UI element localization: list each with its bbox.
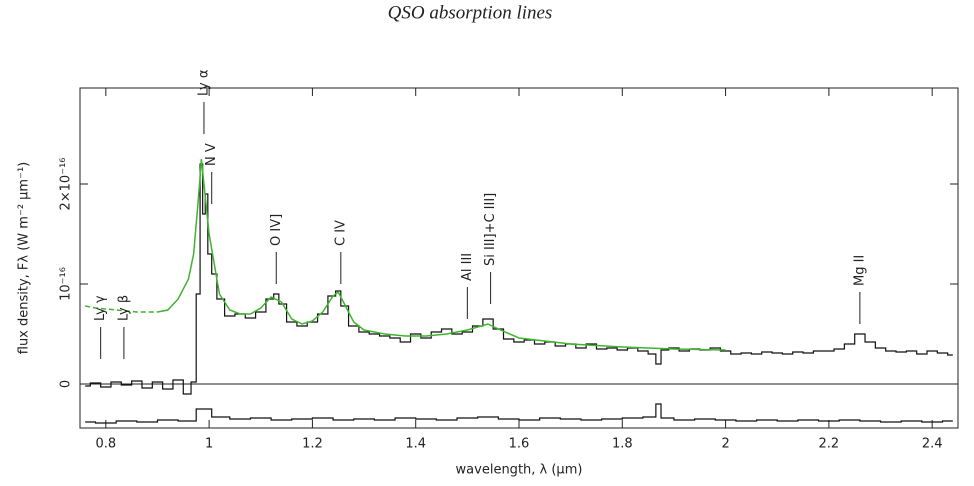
x-tick-label: 1 xyxy=(205,437,213,452)
annotation-label: Si III]+C III] xyxy=(483,193,498,266)
y-tick-label: 2×10⁻¹⁶ xyxy=(59,158,74,211)
x-tick-label: 1.4 xyxy=(405,437,426,452)
x-tick-label: 2.4 xyxy=(922,437,943,452)
annotation-label: C IV xyxy=(333,220,348,246)
x-tick-label: 1.6 xyxy=(509,437,530,452)
x-tick-label: 0.8 xyxy=(95,437,116,452)
annotation-label: Ly β xyxy=(116,295,131,321)
annotation-label: Mg II xyxy=(852,255,867,286)
y-tick-label: 10⁻¹⁶ xyxy=(59,267,74,301)
spectrum-line xyxy=(85,305,158,313)
y-tick-label: 0 xyxy=(59,380,74,388)
annotation-label: Al III xyxy=(460,253,475,281)
annotation-label: Ly γ xyxy=(93,295,108,321)
x-tick-label: 2 xyxy=(721,437,729,452)
spectrum-line xyxy=(85,163,953,395)
annotation-label: N V xyxy=(204,143,219,166)
chart-title: QSO absorption lines xyxy=(388,2,553,23)
x-axis-label: wavelength, λ (μm) xyxy=(456,463,583,478)
spectrum-line xyxy=(157,158,726,351)
x-tick-label: 2.2 xyxy=(819,437,840,452)
x-tick-label: 1.2 xyxy=(302,437,323,452)
y-axis-label: flux density, Fλ (W m⁻² μm⁻¹) xyxy=(17,162,32,355)
x-tick-label: 1.8 xyxy=(612,437,633,452)
annotation-label: Ly α xyxy=(196,70,211,96)
annotation-label: O IV] xyxy=(269,214,284,246)
spectrum-line xyxy=(85,403,953,424)
